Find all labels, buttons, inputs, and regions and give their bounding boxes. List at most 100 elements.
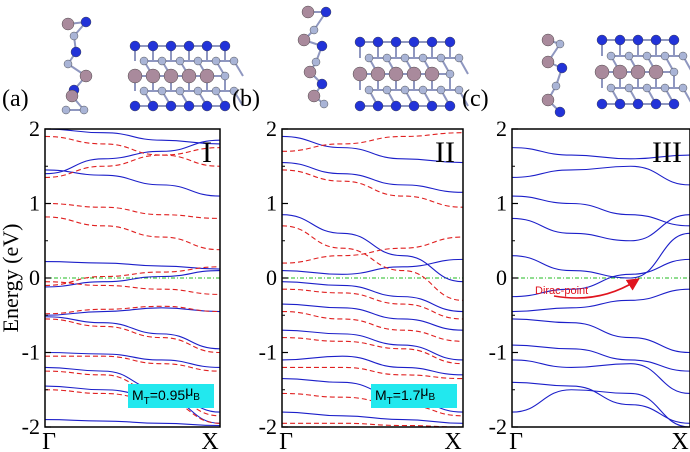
atom-icon <box>418 53 428 63</box>
atom-icon <box>556 62 568 74</box>
atom-icon <box>594 64 610 80</box>
band-up-4 <box>45 261 220 270</box>
band-up-11 <box>45 419 220 427</box>
bands <box>282 132 463 427</box>
atom-icon <box>454 53 464 63</box>
atom-icon <box>139 86 149 96</box>
atom-icon <box>400 53 410 63</box>
atom-icon <box>408 36 420 48</box>
panel-frame <box>511 128 690 428</box>
band-down-5 <box>45 281 220 295</box>
band-down-6 <box>45 266 220 286</box>
atom-icon <box>426 36 438 48</box>
x-tick-x: X <box>671 429 688 452</box>
atom-icon <box>193 56 203 66</box>
atom-icon <box>418 85 428 95</box>
band-up-1 <box>512 147 690 160</box>
atom-icon <box>129 40 141 52</box>
band-up-1 <box>45 129 220 145</box>
y-tick-label: 0 <box>29 265 40 290</box>
band-up-7 <box>512 288 690 313</box>
band-up-11 <box>512 381 690 424</box>
atom-icon <box>554 106 566 118</box>
y-tick-label: 0 <box>496 265 507 290</box>
y-tick-label: -2 <box>259 414 277 439</box>
atom-icon <box>660 83 670 93</box>
atom-icon <box>175 56 185 66</box>
atom-icon <box>316 40 328 52</box>
atom-icon <box>648 64 664 80</box>
panel-1: 2 1 0 -1 -2Γ X I MT=0.95μB <box>22 116 221 452</box>
y-tick-label: 2 <box>266 116 277 141</box>
atom-icon <box>79 69 93 83</box>
atom-icon <box>632 98 644 110</box>
band-down-3 <box>282 225 463 301</box>
band-up-2 <box>45 169 220 197</box>
magnetic-moment-badge <box>128 384 214 408</box>
atom-icon <box>436 53 446 63</box>
band-up-10 <box>282 411 463 424</box>
y-tick-label: 1 <box>496 191 507 216</box>
y-tick-label: 2 <box>29 116 40 141</box>
atom-icon <box>165 40 177 52</box>
atom-icon <box>669 67 679 77</box>
y-tick-label: -2 <box>22 414 40 439</box>
atom-icon <box>668 34 680 46</box>
band-up-4 <box>512 214 690 242</box>
y-tick-label: -2 <box>489 414 507 439</box>
band-down-3 <box>45 202 220 219</box>
atom-icon <box>70 46 82 58</box>
band-up-1 <box>282 135 463 164</box>
band-down-5 <box>282 288 463 320</box>
atom-icon <box>364 85 374 95</box>
atom-icon <box>668 98 680 110</box>
atom-icon <box>220 71 230 81</box>
atom-icon <box>426 100 438 112</box>
atom-icon <box>69 31 79 41</box>
magnetic-moment-badge <box>371 384 457 408</box>
band-down-4 <box>282 236 463 264</box>
band-up-3 <box>45 139 220 175</box>
atom-icon <box>541 55 555 69</box>
atom-icon <box>320 6 332 18</box>
y-axis-label: Energy (eV) <box>0 224 23 333</box>
band-up-10 <box>512 359 690 395</box>
atom-icon <box>61 105 71 115</box>
atom-icon <box>390 100 402 112</box>
x-tick-gamma: Γ <box>279 429 293 452</box>
y-tick-label: 1 <box>266 191 277 216</box>
atom-icon <box>678 83 688 93</box>
band-up-6 <box>45 307 220 316</box>
panel-2: 2 1 0 -1 -2Γ X II MT=1.7μB <box>259 116 464 452</box>
band-up-8 <box>512 318 690 354</box>
atom-icon <box>444 36 456 48</box>
band-down-1 <box>282 132 463 152</box>
atom-icon <box>632 34 644 46</box>
panel-label-b: (b) <box>232 86 260 112</box>
band-up-5 <box>45 270 220 288</box>
atom-icon <box>541 33 555 47</box>
atom-icon <box>364 53 374 63</box>
band-up-2 <box>282 161 463 193</box>
atom-icon <box>650 98 662 110</box>
atom-icon <box>211 56 221 66</box>
atom-icon <box>541 93 555 107</box>
atom-icon <box>400 85 410 95</box>
band-up-5 <box>282 281 463 313</box>
atom-icon <box>372 36 384 48</box>
atom-icon <box>319 99 329 109</box>
structure-roman-label: III <box>652 136 682 169</box>
atom-icon <box>624 83 634 93</box>
atom-icon <box>624 51 634 61</box>
atom-icon <box>382 85 392 95</box>
atom-icon <box>406 66 422 82</box>
atom-icon <box>354 100 366 112</box>
atom-icon <box>301 5 315 19</box>
atom-icon <box>219 100 231 112</box>
atom-icon <box>660 51 670 61</box>
atom-icon <box>181 68 197 84</box>
band-down-2 <box>282 169 463 208</box>
y-tick-label: -1 <box>259 340 277 365</box>
